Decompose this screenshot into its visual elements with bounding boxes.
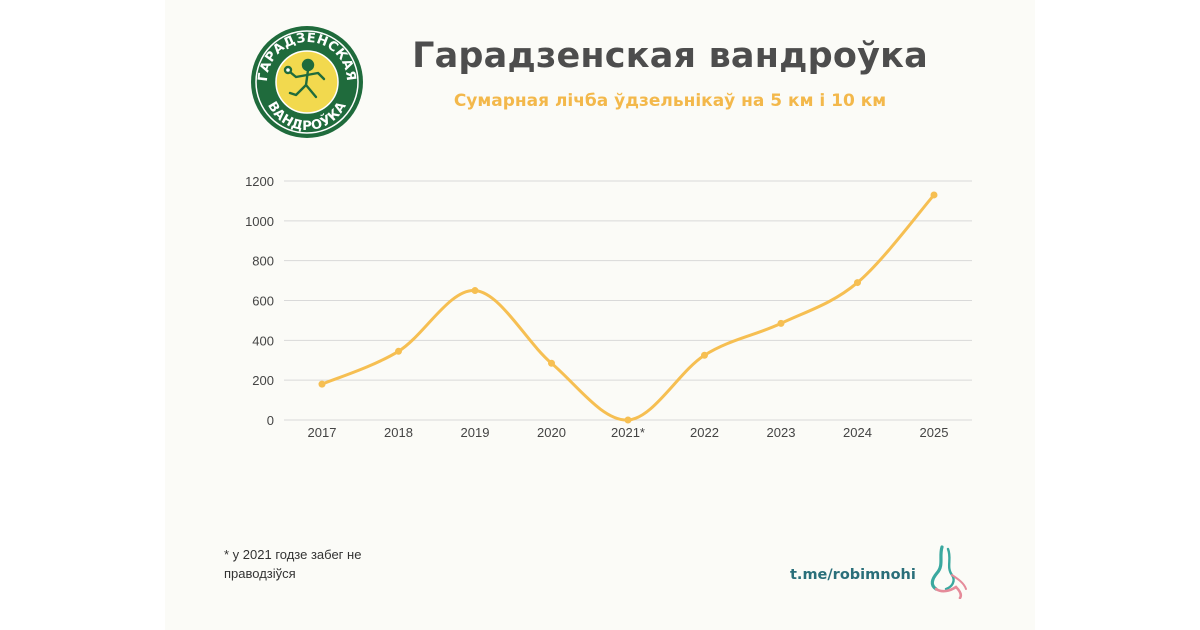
data-point-2018 bbox=[395, 347, 402, 355]
x-tick-label: 2024 bbox=[843, 425, 872, 440]
series-line bbox=[320, 193, 936, 422]
y-axis-tick-labels: 0 200 400 600 800 1000 1200 bbox=[245, 174, 274, 428]
data-point-2023 bbox=[777, 319, 785, 327]
y-tick-label: 400 bbox=[252, 333, 274, 348]
x-tick-label: 2025 bbox=[920, 425, 949, 440]
y-tick-label: 600 bbox=[252, 294, 274, 309]
y-tick-label: 800 bbox=[252, 254, 274, 269]
x-tick-label: 2023 bbox=[767, 425, 796, 440]
x-tick-label: 2021* bbox=[611, 425, 645, 440]
chart-gridlines bbox=[284, 180, 972, 421]
y-tick-label: 1000 bbox=[245, 214, 274, 229]
x-tick-label: 2018 bbox=[384, 425, 413, 440]
running-legs-icon bbox=[930, 545, 967, 599]
data-point-2024 bbox=[854, 279, 861, 287]
footnote: * у 2021 годзе забег не праводзіўся bbox=[224, 547, 362, 581]
chart-subtitle: Сумарная лічба ўдзельнікаў на 5 км і 10 … bbox=[453, 91, 887, 111]
series-layer bbox=[318, 191, 938, 424]
x-tick-label: 2020 bbox=[537, 425, 566, 440]
data-point-2025 bbox=[930, 191, 938, 199]
telegram-channel-link[interactable]: t.me/robimnohi bbox=[790, 567, 916, 583]
data-point-2019 bbox=[471, 287, 479, 295]
y-tick-label: 200 bbox=[252, 373, 274, 388]
y-tick-label: 1200 bbox=[245, 174, 274, 189]
data-point-2020 bbox=[548, 359, 555, 367]
runner-figure-icon bbox=[283, 58, 326, 99]
data-point-2017 bbox=[318, 380, 326, 388]
data-point-2022 bbox=[701, 351, 708, 359]
grodno-wander-logo: ГАРАДЗЕНСКАЯ ВАНДРОЎКА bbox=[251, 26, 363, 138]
data-point-2021* bbox=[624, 416, 632, 424]
x-tick-label: 2022 bbox=[690, 425, 719, 440]
x-tick-label: 2017 bbox=[308, 425, 337, 440]
x-axis-tick-labels: 2017 2018 2019 2020 2021* 2022 2023 2024 2025 bbox=[308, 425, 949, 440]
page-title: Гарадзенская вандроўка bbox=[412, 36, 928, 76]
y-tick-label: 0 bbox=[267, 413, 274, 428]
x-tick-label: 2019 bbox=[461, 425, 490, 440]
